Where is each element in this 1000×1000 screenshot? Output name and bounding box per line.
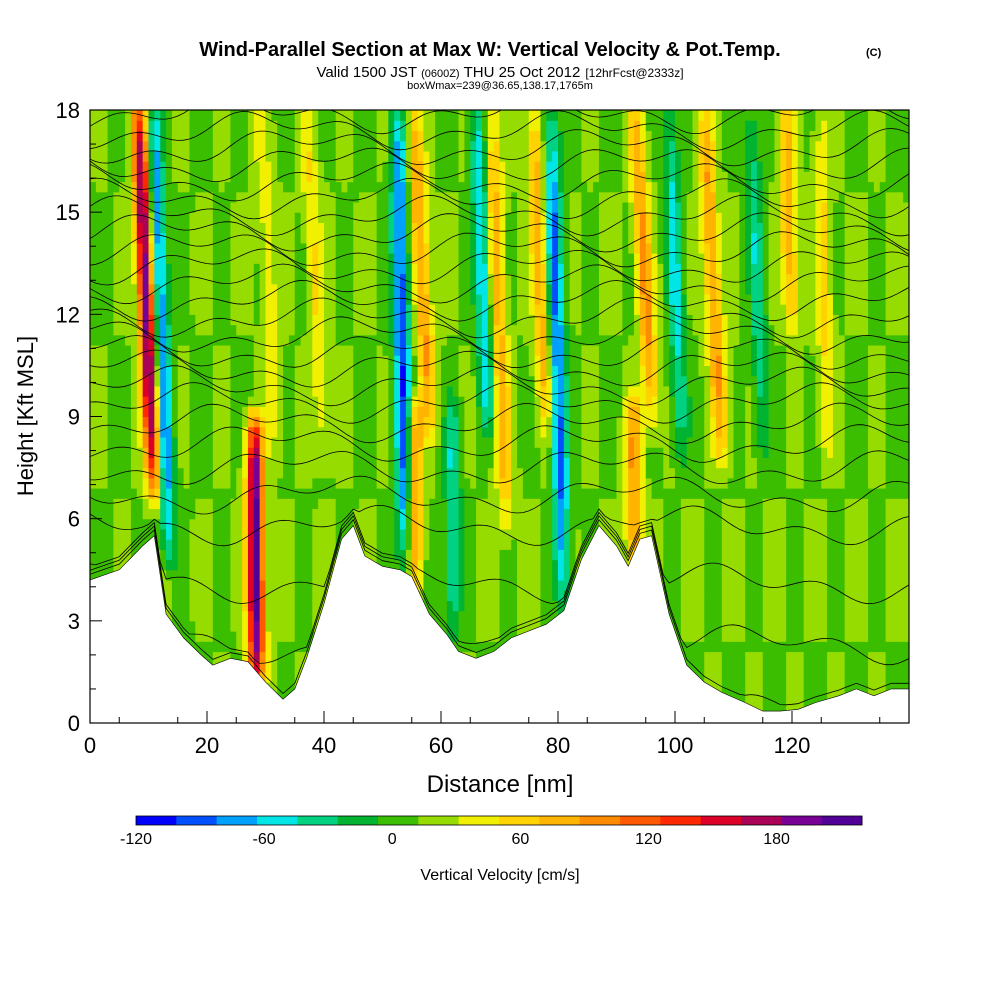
isentrope-line bbox=[90, 515, 909, 666]
colorbar-swatch bbox=[620, 816, 661, 825]
copyright-mark: (C) bbox=[866, 47, 882, 59]
colorbar-swatch bbox=[499, 816, 540, 825]
x-axis-label: Distance [nm] bbox=[427, 771, 574, 798]
subtitle-fcst: [12hrFcst@2333z] bbox=[585, 66, 683, 80]
colorbar-swatch bbox=[378, 816, 419, 825]
colorbar-label: Vertical Velocity [cm/s] bbox=[420, 867, 579, 884]
isentrope-line bbox=[90, 402, 909, 444]
x-tick-label: 0 bbox=[84, 733, 96, 758]
chart-title: Wind-Parallel Section at Max W: Vertical… bbox=[199, 39, 780, 61]
isentrope-line bbox=[90, 263, 909, 305]
isentrope-line bbox=[90, 315, 909, 355]
y-tick-label: 15 bbox=[56, 200, 80, 225]
isentrope-line bbox=[90, 382, 909, 424]
colorbar-swatch bbox=[660, 816, 702, 825]
isentrope-line bbox=[90, 365, 909, 407]
isentrope-line bbox=[90, 424, 909, 463]
isentrope-line bbox=[90, 450, 909, 485]
isentrope-line bbox=[90, 505, 909, 547]
isentrope-line bbox=[90, 511, 909, 605]
colorbar-tick-label: -60 bbox=[253, 831, 276, 848]
x-tick-label: 100 bbox=[657, 733, 694, 758]
y-axis-label: Height [Kft MSL] bbox=[13, 336, 38, 496]
y-axis: 0 3 6 9 12 15 18 bbox=[56, 98, 102, 736]
colorbar-tick-label: 120 bbox=[635, 831, 662, 848]
colorbar-swatch bbox=[297, 816, 339, 825]
colorbar-swatch bbox=[781, 816, 823, 825]
colorbar-tick-label: 180 bbox=[763, 831, 790, 848]
subtitle-utc: (0600Z) bbox=[421, 68, 460, 80]
colorbar-frame bbox=[135, 815, 863, 826]
x-tick-label: 120 bbox=[774, 733, 811, 758]
colorbar-tick-label: 0 bbox=[388, 831, 397, 848]
isentrope-line bbox=[90, 162, 909, 202]
colorbar-tick-label: 60 bbox=[512, 831, 530, 848]
terrain-mask bbox=[90, 524, 909, 723]
x-tick-label: 80 bbox=[546, 733, 570, 758]
colorbar-swatch bbox=[136, 816, 177, 825]
isentrope-line bbox=[90, 110, 909, 135]
isentrope-line bbox=[90, 212, 909, 253]
vertical-velocity-field bbox=[90, 110, 909, 723]
colorbar: -120 -60 0 60 120 180 bbox=[120, 815, 863, 848]
isentrope-line bbox=[90, 231, 909, 268]
colorbar-swatch bbox=[337, 816, 379, 825]
isentrope-line bbox=[90, 475, 909, 515]
y-tick-label: 12 bbox=[56, 302, 80, 327]
isentrope-line bbox=[90, 334, 909, 370]
isentrope-line bbox=[90, 194, 909, 237]
subtitle-date: THU 25 Oct 2012 bbox=[464, 64, 581, 81]
isentrope-line bbox=[90, 349, 909, 388]
box-info: boxWmax=239@36.65,138.17,1765m bbox=[407, 80, 593, 92]
isentrope-line bbox=[90, 177, 909, 220]
colorbar-swatch bbox=[176, 816, 218, 825]
isentrope-line bbox=[90, 147, 909, 182]
isentrope-line bbox=[90, 297, 909, 339]
colorbar-swatch bbox=[539, 816, 581, 825]
potential-temperature-contours bbox=[90, 110, 909, 706]
x-tick-label: 60 bbox=[429, 733, 453, 758]
colorbar-swatch bbox=[418, 816, 460, 825]
isentrope-line bbox=[90, 248, 909, 286]
y-tick-label: 3 bbox=[68, 609, 80, 634]
x-axis: 0 20 40 60 80 100 120 bbox=[84, 711, 881, 758]
isentrope-line bbox=[90, 279, 909, 322]
subtitle-valid: Valid 1500 JST bbox=[316, 64, 417, 81]
y-tick-label: 18 bbox=[56, 98, 80, 123]
isentrope-line bbox=[90, 519, 909, 706]
isentrope-line bbox=[90, 110, 909, 151]
y-tick-label: 0 bbox=[68, 711, 80, 736]
colorbar-swatch bbox=[741, 816, 782, 825]
colorbar-swatch bbox=[216, 816, 258, 825]
colorbar-swatch bbox=[821, 816, 863, 825]
colorbar-swatch bbox=[700, 816, 742, 825]
x-tick-label: 40 bbox=[312, 733, 336, 758]
colorbar-tick-label: -120 bbox=[120, 831, 152, 848]
colorbar-swatch bbox=[579, 816, 621, 825]
x-tick-label: 20 bbox=[195, 733, 219, 758]
isentrope-line bbox=[90, 128, 909, 167]
chart-subtitle: Valid 1500 JST (0600Z) THU 25 Oct 2012 [12h… bbox=[316, 64, 683, 81]
colorbar-swatch bbox=[257, 816, 298, 825]
y-tick-label: 6 bbox=[68, 507, 80, 532]
y-tick-label: 9 bbox=[68, 405, 80, 430]
colorbar-swatch bbox=[458, 816, 500, 825]
